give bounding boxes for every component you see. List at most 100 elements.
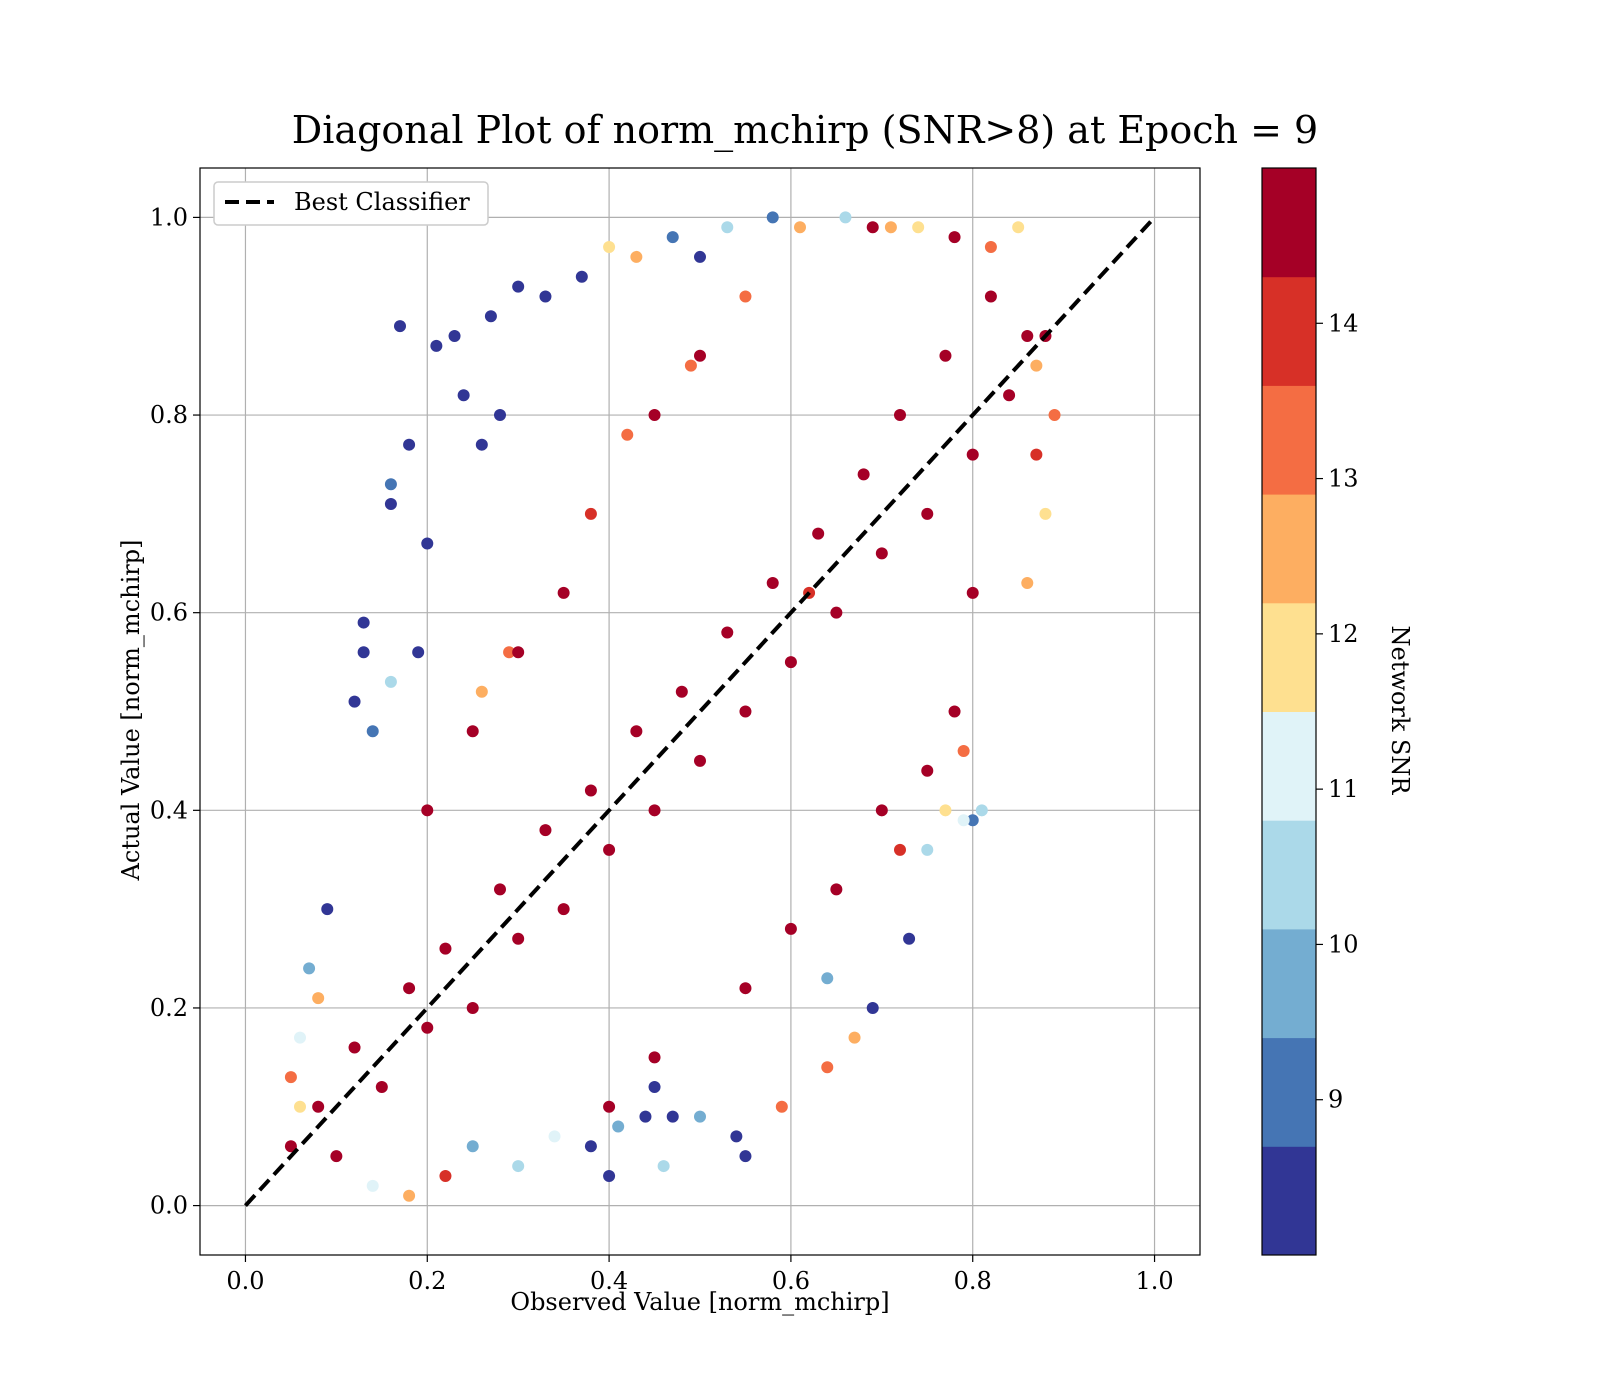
scatter-point (784, 922, 797, 935)
scatter-point (775, 1100, 788, 1113)
scatter-point (284, 1071, 297, 1084)
plot-frame (199, 167, 1201, 1256)
colorbar-tick-label: 13 (1328, 465, 1359, 493)
colorbar-frame (1261, 167, 1317, 1256)
scatter-point (512, 1160, 525, 1173)
scatter-point (539, 824, 552, 837)
scatter-point (948, 705, 961, 718)
y-axis-label: Actual Value [norm_mchirp] (117, 540, 145, 882)
scatter-point (894, 409, 906, 422)
scatter-point (294, 1031, 306, 1044)
colorbar-tick-label: 12 (1328, 620, 1359, 648)
scatter-point (948, 231, 961, 244)
scatter-point (766, 211, 779, 224)
scatter-point (475, 685, 488, 698)
scatter-point (557, 903, 570, 916)
scatter-point (966, 448, 979, 461)
scatter-point (603, 1100, 616, 1113)
scatter-point (294, 1100, 306, 1113)
scatter-point (684, 359, 697, 372)
scatter-point (603, 843, 616, 856)
scatter-point (357, 646, 370, 659)
scatter-point (648, 409, 661, 422)
x-tick-label: 0.6 (772, 1267, 810, 1295)
scatter-point (794, 221, 806, 234)
scatter-point (875, 547, 888, 560)
scatter-point (639, 1110, 652, 1123)
colorbar-segment (1262, 276, 1316, 386)
scatter-point (403, 438, 416, 451)
scatter-point (939, 804, 952, 817)
scatter-point (648, 1081, 661, 1094)
chart-title: Diagonal Plot of norm_mchirp (SNR>8) at … (292, 108, 1318, 153)
colorbar-segment (1262, 494, 1316, 604)
scatter-point (539, 290, 552, 303)
scatter-point (1012, 221, 1025, 234)
scatter-point (512, 646, 525, 659)
scatter-point (812, 527, 825, 540)
best-classifier-line (243, 216, 1157, 1207)
scatter-point (766, 577, 779, 590)
scatter-point (921, 764, 934, 777)
colorbar-segment (1262, 385, 1316, 495)
y-tick-label: 0.8 (150, 401, 188, 429)
scatter-point (584, 784, 597, 797)
scatter-point (957, 745, 970, 758)
scatter-point (1039, 507, 1052, 520)
scatter-point (1003, 389, 1016, 402)
scatter-point (903, 932, 916, 945)
x-axis: 0.0 0.2 0.4 0.6 0.8 1.0 (226, 1255, 1174, 1295)
scatter-point (430, 339, 443, 352)
scatter-point (421, 1021, 434, 1034)
y-tick-label: 0.2 (150, 994, 188, 1022)
scatter-point (466, 1140, 479, 1153)
colorbar-segment (1262, 820, 1316, 930)
scatter-point (603, 1169, 616, 1182)
scatter-point (784, 656, 797, 669)
scatter-point (384, 675, 397, 688)
scatter-point (494, 409, 506, 422)
scatter-point (894, 843, 906, 856)
scatter-point (348, 695, 361, 708)
scatter-point (966, 586, 979, 599)
scatter-point (666, 231, 679, 244)
scatter-point (648, 804, 661, 817)
colorbar (1261, 167, 1317, 1256)
scatter-point (512, 280, 525, 293)
scatter-point (475, 438, 488, 451)
scatter-point (412, 646, 425, 659)
scatter-point (421, 804, 434, 817)
colorbar-tick-label: 9 (1328, 1086, 1343, 1114)
scatter-point (375, 1081, 388, 1094)
y-tick-label: 1.0 (150, 203, 188, 231)
legend-label: Best Classifier (294, 188, 470, 216)
scatter-point (584, 507, 597, 520)
legend-box (213, 181, 489, 226)
scatter-point (548, 1130, 561, 1143)
scatter-point (612, 1120, 625, 1133)
colorbar-segment (1262, 168, 1316, 278)
scatter-point (675, 685, 688, 698)
scatter-point (312, 992, 325, 1005)
scatter-point (448, 329, 461, 342)
scatter-point (657, 1160, 670, 1173)
scatter-points (284, 211, 1061, 1202)
scatter-point (1030, 359, 1043, 372)
scatter-point (1048, 409, 1061, 422)
scatter-point (866, 1001, 879, 1014)
colorbar-segment (1262, 602, 1316, 712)
scatter-point (630, 250, 643, 263)
colorbar-segment (1262, 1037, 1316, 1147)
x-tick-label: 0.2 (408, 1267, 446, 1295)
scatter-point (984, 241, 997, 254)
scatter-point (303, 962, 316, 975)
y-tick-label: 0.0 (150, 1192, 188, 1220)
scatter-point (848, 1031, 861, 1044)
scatter-point (966, 814, 979, 827)
scatter-point (830, 883, 843, 896)
scatter-point (439, 942, 452, 955)
scatter-point (739, 1150, 752, 1163)
scatter-point (921, 507, 934, 520)
scatter-point (512, 932, 525, 945)
